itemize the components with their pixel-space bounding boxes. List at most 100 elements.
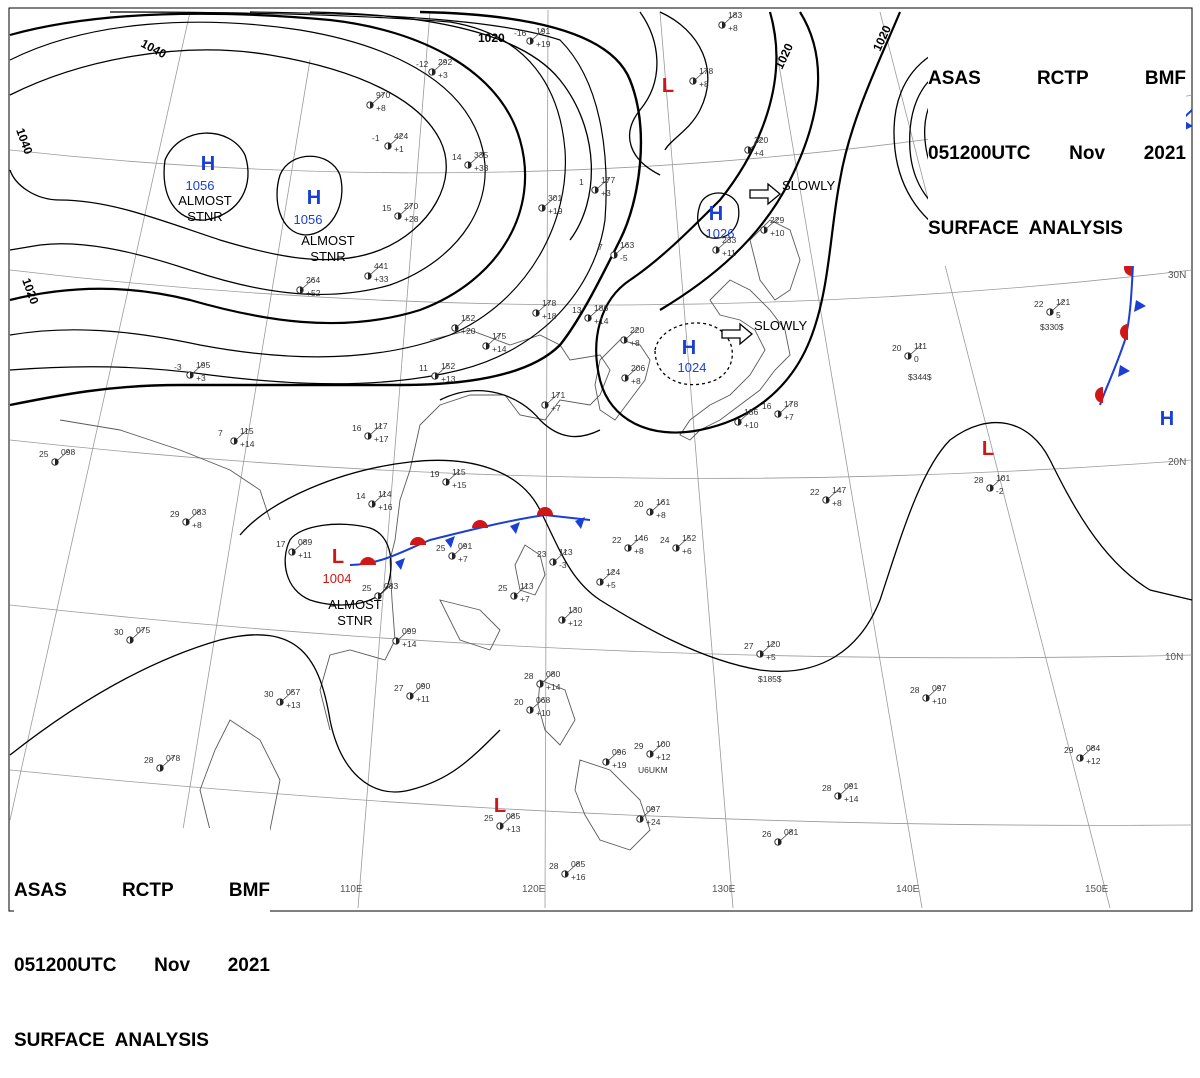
parallel-30n <box>9 269 1193 306</box>
station-pressure: 233 <box>722 235 736 245</box>
cloud-cover-icon <box>838 792 842 800</box>
cloud-cover-icon <box>778 838 782 846</box>
cloud-cover-icon <box>396 637 400 645</box>
station-tendency: +7 <box>458 554 468 564</box>
station-tendency: +12 <box>1086 756 1101 766</box>
high-pressure-symbol: H <box>201 153 215 175</box>
meridian-130e <box>659 11 734 909</box>
cloud-cover-icon <box>595 186 599 194</box>
station-plot: 970+8 <box>366 90 390 113</box>
station-temperature: 14 <box>452 152 462 162</box>
station-pressure: 178 <box>784 399 798 409</box>
station-pressure: 099 <box>402 626 416 636</box>
station-temperature: 23 <box>537 549 547 559</box>
station-tendency: +15 <box>452 480 467 490</box>
wind-barb-icon <box>398 628 411 640</box>
station-tendency: +17 <box>374 434 389 444</box>
station-tendency: -3 <box>559 560 567 570</box>
station-plot: 7 163 -5 <box>598 240 634 263</box>
station-tendency: +5 <box>766 652 776 662</box>
station-plot: 220+8 <box>620 325 644 348</box>
station-plot: 1 177 +3 <box>579 175 615 198</box>
wind-barb-icon <box>695 68 708 80</box>
station-temperature: 29 <box>1064 745 1074 755</box>
station-plot: 28 097 +10 <box>910 683 947 706</box>
station-plot: 20 161 +8 <box>634 497 670 520</box>
wind-barb-icon <box>282 689 295 701</box>
station-tendency: +8 <box>192 520 202 530</box>
station-pressure: 081 <box>784 827 798 837</box>
station-pressure: 264 <box>306 275 320 285</box>
wind-barb-icon <box>678 535 691 547</box>
station-plot: 229+10 <box>760 215 785 238</box>
station-temperature: 28 <box>974 475 984 485</box>
station-tendency: +18 <box>542 311 557 321</box>
wind-barb-icon <box>630 535 643 547</box>
station-tendency: +1 <box>394 144 404 154</box>
station-plot: 099+14 <box>392 626 417 649</box>
station-pressure: 113 <box>559 547 573 557</box>
station-pressure: 091 <box>458 541 472 551</box>
station-tendency: +13 <box>441 374 456 384</box>
header-year: 2021 <box>1143 143 1186 164</box>
motion-arrow-icon <box>749 182 782 206</box>
wind-barb-icon <box>294 539 307 551</box>
station-pressure: 098 <box>61 447 75 457</box>
wind-barb-icon <box>547 392 560 404</box>
station-plot: 16 117 +17 <box>352 421 389 444</box>
station-tendency: 0 <box>914 354 919 364</box>
station-temperature: 24 <box>660 535 670 545</box>
header-agency: ASAS <box>928 68 981 89</box>
low-pressure-symbol: L <box>332 546 344 568</box>
station-plot: 22 121 5 <box>1034 297 1070 320</box>
station-plot: 171+7 <box>541 390 565 413</box>
cloud-cover-icon <box>446 478 450 486</box>
station-pressure: 084 <box>1086 743 1100 753</box>
cloud-cover-icon <box>738 418 742 426</box>
station-temperature: 15 <box>382 203 392 213</box>
header-agency: ASAS <box>14 880 67 901</box>
station-tendency: +3 <box>601 188 611 198</box>
station-plot: 14 335 +33 <box>452 150 489 173</box>
station-temperature: 11 <box>419 363 428 373</box>
station-pressure: 178 <box>542 298 556 308</box>
cold-front-triangle <box>395 558 405 570</box>
latlon-grid <box>9 9 1193 909</box>
station-plot: 22 146 +8 <box>612 533 648 556</box>
wind-barb-icon <box>57 449 70 461</box>
wind-barb-icon <box>762 641 775 653</box>
pressure-value: 1004 <box>323 571 352 586</box>
wind-barb-icon <box>780 401 793 413</box>
station-plot: 22 147 +8 <box>810 485 846 508</box>
station-temperature: 14 <box>356 491 366 501</box>
wind-barb-icon <box>642 806 655 818</box>
station-tendency: +5 <box>606 580 616 590</box>
header-year: 2021 <box>227 955 270 976</box>
station-tendency: +20 <box>461 326 476 336</box>
station-plot: 16 178 +7 <box>762 399 798 422</box>
station-pressure: 083 <box>384 581 398 591</box>
station-pressure: 161 <box>656 497 670 507</box>
station-plot: 17 089 +11 <box>276 537 312 560</box>
station-plot: 15 270 +28 <box>382 201 419 224</box>
station-tendency: -5 <box>620 253 628 263</box>
wind-barb-icon <box>437 363 450 375</box>
wind-barb-icon <box>928 685 941 697</box>
station-temperature: -16 <box>514 28 527 38</box>
station-plot: 30 075 <box>114 625 150 644</box>
station-tendency: +8 <box>376 103 386 113</box>
station-tendency: +14 <box>492 344 507 354</box>
motion-label: SLOWLY <box>782 178 836 193</box>
cloud-cover-icon <box>588 314 592 322</box>
wind-barb-icon <box>544 195 557 207</box>
station-temperature: 16 <box>762 401 772 411</box>
low-pressure-symbol: L <box>494 795 506 817</box>
station-pressure: 075 <box>136 625 150 635</box>
wind-barb-icon <box>538 300 551 312</box>
cloud-cover-icon <box>553 558 557 566</box>
station-plot: 441+33 <box>364 261 389 284</box>
meridian-140e <box>769 11 923 909</box>
station-temperature: 25 <box>39 449 49 459</box>
cloud-cover-icon <box>435 372 439 380</box>
wind-barb-icon <box>750 137 763 149</box>
